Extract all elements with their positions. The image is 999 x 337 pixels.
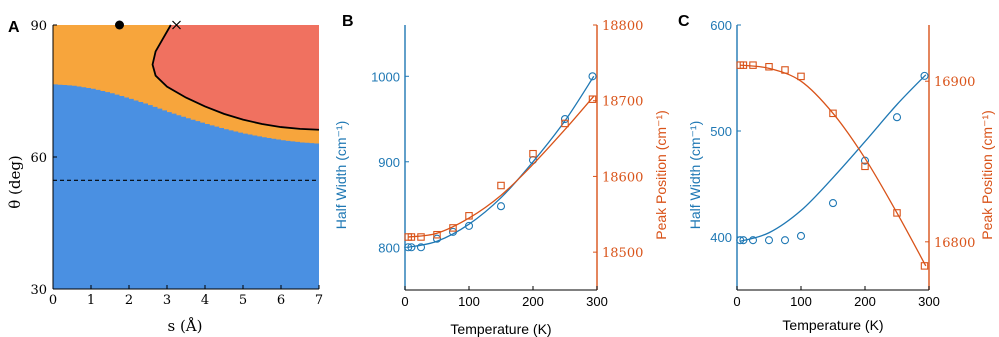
x-tick-label: 4: [201, 293, 209, 308]
panel-b-plot-area: 0 100 200 300 800 900 1000 18500 18600 18700 18800: [371, 19, 643, 309]
panel-b-point-peak-position: [588, 95, 597, 103]
panel-a: A 0 1 2 3 4 5 6 7 30 60 90 θ (deg) s (Å): [6, 19, 323, 335]
panel-b-left-tick-label: 900: [378, 155, 400, 170]
panel-c-x-tick-label: 300: [918, 294, 940, 309]
panel-b-x-tick-label: 0: [401, 294, 408, 309]
panel-b-fit-left: [408, 75, 595, 248]
panel-b-xlabel: Temperature (K): [450, 321, 551, 337]
region-blue: [53, 84, 319, 290]
marker-filled-circle: [115, 20, 124, 30]
x-tick-label: 7: [315, 293, 323, 308]
x-tick-label: 6: [277, 293, 285, 308]
panel-c-point-half-width: [748, 236, 758, 245]
panel-a-letter: A: [8, 19, 20, 36]
panel-c-point-half-width: [892, 113, 902, 122]
panel-c-x-tick-label: 0: [733, 294, 740, 309]
x-tick-label: 5: [239, 293, 247, 308]
y-tick-label: 60: [30, 151, 47, 166]
panel-c-x-tick-label: 100: [790, 294, 812, 309]
panel-b-point-peak-position: [529, 149, 537, 158]
region-red: [152, 25, 319, 130]
panel-b-point-peak-position: [561, 119, 569, 128]
panel-b-point-peak-position: [497, 181, 505, 190]
panel-b-x-tick-label: 100: [458, 294, 480, 309]
panel-c-point-peak-position: [749, 61, 757, 69]
panel-c-point-half-width: [764, 236, 774, 245]
panel-b-point-half-width: [432, 234, 442, 243]
panel-b: B 0 100 200 300 800 900 1000 18500 18600 18700 188…: [333, 13, 669, 337]
panel-c-point-half-width: [828, 199, 838, 208]
x-tick-label: 1: [87, 293, 95, 308]
panel-b-left-tick-label: 800: [378, 240, 400, 255]
panel-b-ylabel-right: Peak Position (cm⁻¹): [653, 110, 669, 240]
panel-c-point-peak-position: [765, 63, 773, 71]
panel-b-x-tick-label: 300: [586, 294, 608, 309]
panel-c-point-peak-position: [797, 72, 805, 81]
panel-b-x-tick-label: 200: [522, 294, 544, 309]
panel-c-plot-area: 0 100 200 300 400 500 600 16800 16900: [710, 18, 975, 309]
panel-b-point-half-width: [416, 243, 426, 252]
panel-c-right-tick-label: 16900: [934, 75, 975, 90]
panel-c-fit-left: [740, 74, 927, 242]
panel-b-point-peak-position: [417, 233, 425, 241]
y-tick-label: 30: [30, 283, 47, 298]
panel-b-fit-right: [408, 95, 595, 238]
panel-c-left-tick-label: 600: [710, 18, 732, 33]
panel-a-xlabel: s (Å): [167, 317, 202, 335]
panel-c-point-half-width: [796, 231, 806, 240]
panel-b-right-tick-label: 18800: [602, 19, 643, 34]
panel-c-point-peak-position: [893, 209, 901, 217]
panel-b-left-tick-label: 1000: [371, 69, 400, 84]
panel-c-ylabel-right: Peak Position (cm⁻¹): [979, 110, 995, 240]
panel-c-letter: C: [678, 13, 690, 30]
x-tick-label: 0: [49, 293, 57, 308]
panel-b-point-half-width: [560, 114, 570, 124]
panel-c-point-half-width: [920, 71, 929, 80]
panel-b-right-tick-label: 18500: [602, 246, 643, 261]
panel-c-xlabel: Temperature (K): [782, 317, 883, 333]
panel-c-fit-right: [740, 64, 927, 267]
panel-b-point-half-width: [496, 202, 506, 211]
marker-cross: [172, 20, 181, 30]
panel-c-left-tick-label: 400: [710, 230, 732, 245]
panel-b-right-tick-label: 18600: [602, 170, 643, 185]
panel-a-axes: 0 1 2 3 4 5 6 7 30 60 90: [30, 19, 323, 308]
panel-c-ylabel-left: Half Width (cm⁻¹): [687, 121, 703, 230]
panel-c-point-peak-position: [861, 162, 869, 171]
x-tick-label: 2: [125, 293, 133, 308]
boundary-curve: [151, 24, 320, 131]
panel-c-point-peak-position: [829, 109, 837, 118]
panel-c: C 0 100 200 300 400 500 600 16800 16900 Half Wid…: [678, 13, 995, 333]
panel-b-point-half-width: [588, 72, 597, 81]
panel-c-left-tick-label: 500: [710, 124, 732, 139]
x-tick-label: 3: [163, 293, 171, 308]
panel-b-point-half-width: [407, 243, 416, 252]
y-tick-label: 90: [30, 19, 47, 34]
panel-a-plot-area: [53, 20, 320, 290]
panel-b-ylabel-left: Half Width (cm⁻¹): [333, 121, 349, 230]
panel-c-point-half-width: [780, 236, 790, 245]
panel-c-right-tick-label: 16800: [934, 236, 975, 251]
panel-b-right-tick-label: 18700: [602, 95, 643, 110]
panel-b-letter: B: [342, 13, 354, 30]
panel-a-ylabel: θ (deg): [6, 155, 24, 209]
panel-c-x-tick-label: 200: [854, 294, 876, 309]
